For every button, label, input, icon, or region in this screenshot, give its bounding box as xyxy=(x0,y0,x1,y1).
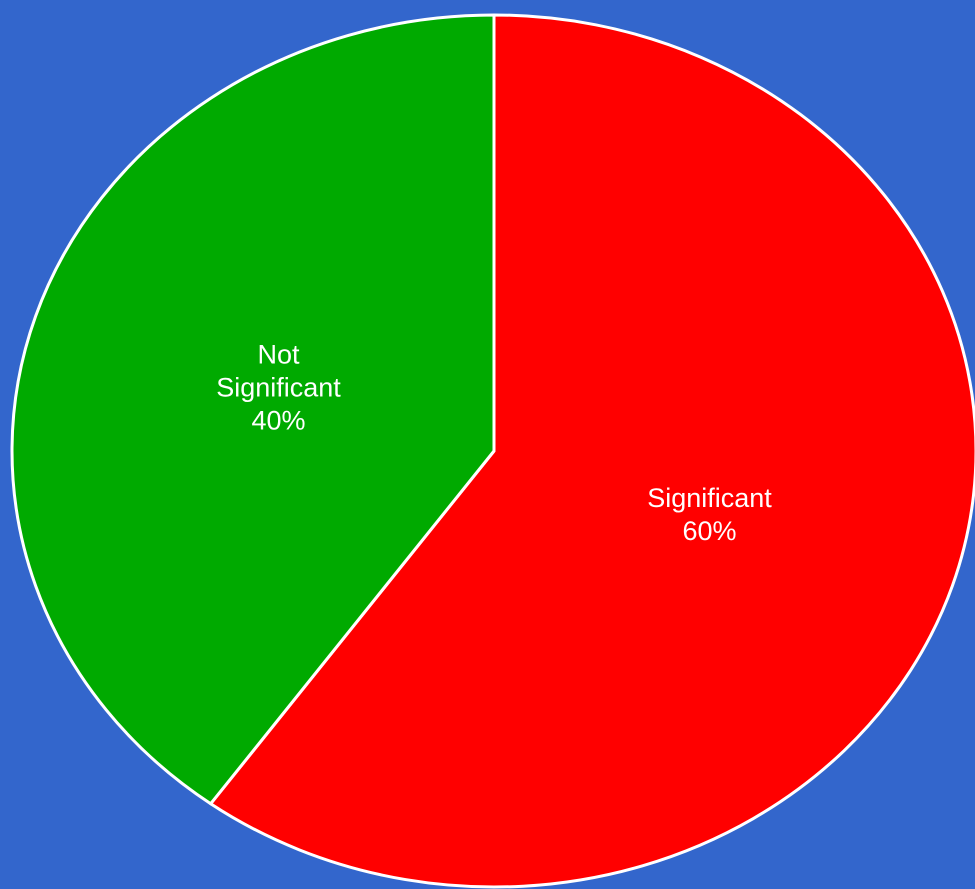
pie-slice-0 xyxy=(209,13,975,889)
pie-slices xyxy=(10,13,975,889)
pie-slice-1 xyxy=(10,13,496,806)
pie-labels: Significant 60%Not Significant 40% xyxy=(216,340,772,546)
pie-slice-label-1: Not Significant 40% xyxy=(216,340,341,436)
slice-percent-label: 40% xyxy=(251,406,305,436)
slice-category-label: Significant xyxy=(216,373,341,403)
slice-category-label: Not xyxy=(257,340,300,370)
pie-slice-label-0: Significant 60% xyxy=(647,483,772,546)
slice-percent-label: 60% xyxy=(682,516,736,546)
slice-category-label: Significant xyxy=(647,483,772,513)
